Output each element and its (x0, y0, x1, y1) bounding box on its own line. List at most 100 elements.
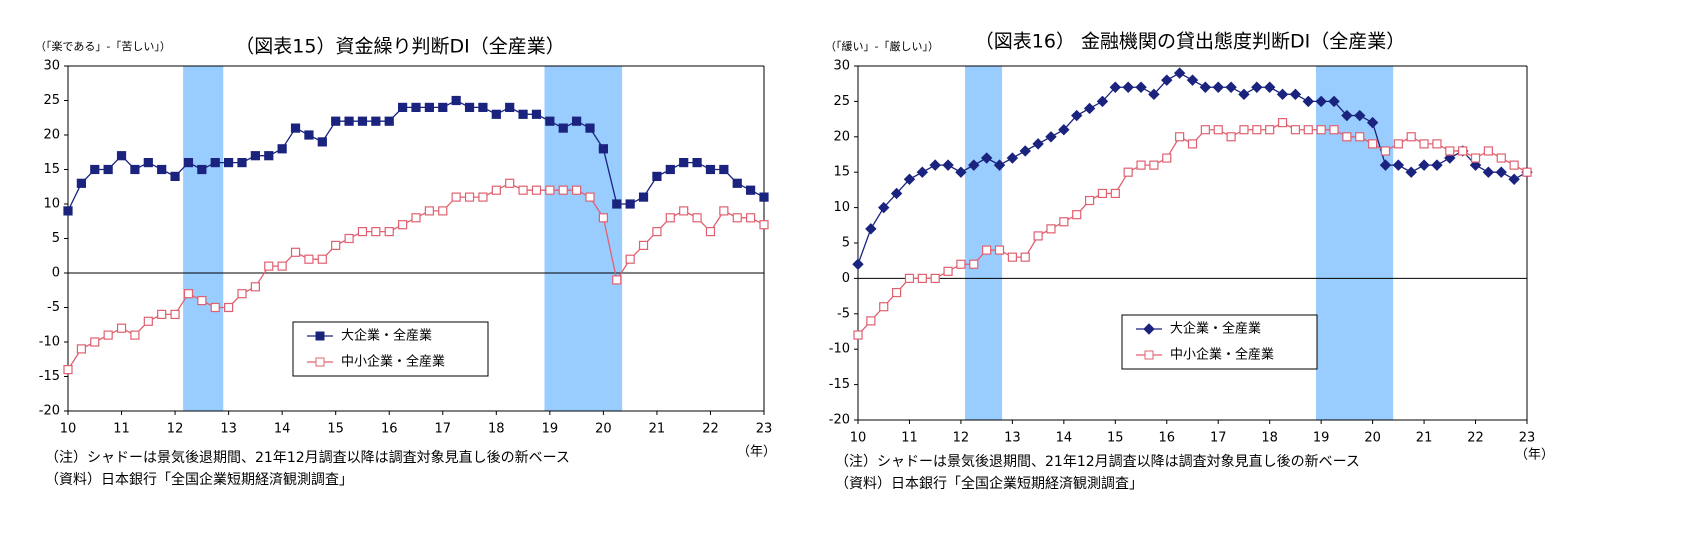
marker (955, 166, 967, 178)
recession-shade (965, 66, 1003, 420)
x-tick-label: 19 (542, 422, 559, 437)
marker (1252, 125, 1262, 135)
marker (1213, 125, 1223, 135)
x-tick-label: 15 (327, 422, 344, 437)
marker (531, 109, 542, 119)
marker (1419, 139, 1429, 149)
marker (224, 158, 234, 168)
marker (746, 213, 756, 223)
marker (290, 247, 301, 257)
marker (942, 159, 954, 171)
recession-shade (1316, 66, 1394, 420)
marker (994, 245, 1005, 255)
x-tick-label: 20 (595, 422, 612, 437)
marker (170, 171, 180, 181)
marker (1341, 109, 1353, 122)
marker (1059, 217, 1069, 227)
y-tick-label: 15 (833, 165, 850, 180)
x-tick-label: 19 (1313, 431, 1330, 446)
marker (1109, 81, 1122, 93)
marker (1458, 146, 1468, 156)
marker (1135, 81, 1147, 93)
marker (1522, 167, 1532, 177)
marker (1355, 132, 1365, 142)
x-tick-label: 10 (60, 422, 77, 437)
marker (1445, 146, 1455, 156)
marker (993, 159, 1006, 171)
chart-title: （図表15）資金繰り判断DI（全産業） (235, 36, 564, 58)
marker (398, 102, 408, 113)
marker (183, 289, 194, 299)
marker (1199, 81, 1212, 93)
marker (1136, 160, 1146, 170)
y-tick-label: 0 (52, 266, 60, 281)
series-line (67, 99, 765, 212)
legend-marker (315, 357, 325, 367)
marker (652, 171, 662, 181)
marker (505, 178, 515, 188)
marker (464, 192, 475, 202)
x-tick-label: 17 (1210, 431, 1227, 446)
marker (598, 144, 608, 154)
marker (157, 164, 167, 175)
chart: （図表16） 金融機関の貸出態度判断DI（全産業） （「緩い」-「厳しい」） （年）… (825, 31, 1554, 493)
y-tick-label: 10 (833, 200, 850, 215)
marker (478, 192, 488, 202)
marker (692, 213, 702, 223)
marker (1315, 95, 1327, 108)
y-tick-label: 25 (833, 94, 850, 109)
marker (250, 151, 260, 161)
marker (411, 213, 421, 223)
marker (1200, 125, 1210, 135)
x-tick-label: 14 (1056, 431, 1073, 446)
marker (891, 287, 902, 298)
marker (1328, 95, 1340, 108)
marker (63, 365, 73, 375)
marker (1470, 153, 1481, 163)
marker (705, 227, 716, 237)
marker (732, 178, 742, 188)
legend-symbol (315, 357, 325, 367)
marker (210, 302, 220, 313)
legend-symbol (1143, 323, 1155, 335)
marker (1110, 188, 1120, 199)
marker (1097, 188, 1108, 199)
marker (1405, 166, 1417, 178)
marker (1033, 231, 1043, 241)
marker (1380, 146, 1391, 156)
marker (1161, 74, 1173, 86)
marker (982, 245, 992, 255)
y-tick-label: 30 (43, 59, 60, 74)
x-unit: （年） (737, 445, 776, 460)
marker (130, 330, 140, 340)
marker (1483, 146, 1494, 156)
legend-label: 大企業・全産業 (1170, 321, 1261, 337)
marker (304, 130, 314, 140)
legend-label: 中小企業・全産業 (1170, 347, 1274, 363)
marker (719, 206, 729, 216)
marker (1238, 88, 1250, 101)
marker (384, 116, 394, 126)
marker (237, 289, 247, 299)
marker (518, 109, 528, 119)
marker (1149, 160, 1159, 170)
y-tick-label: 30 (833, 59, 850, 74)
marker (277, 144, 287, 154)
x-tick-label: 20 (1364, 431, 1381, 446)
marker (277, 261, 287, 271)
marker (331, 116, 341, 126)
marker (371, 116, 381, 126)
y-tick-label: -20 (829, 413, 850, 428)
marker (1508, 173, 1520, 185)
x-tick-label: 14 (274, 422, 291, 437)
marker (384, 227, 394, 237)
marker (357, 116, 368, 126)
marker (116, 323, 127, 333)
marker (143, 158, 153, 168)
marker (491, 185, 501, 195)
marker (224, 302, 234, 313)
x-tick-label: 13 (220, 422, 237, 437)
marker (1020, 252, 1030, 262)
